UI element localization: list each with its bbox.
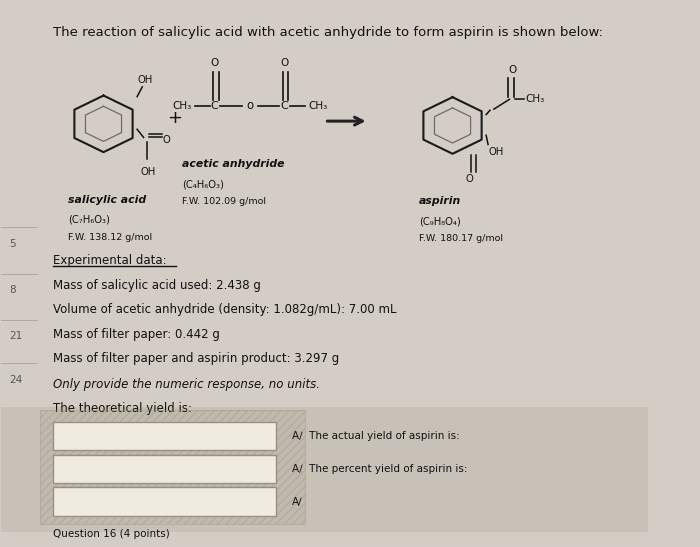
Text: Only provide the numeric response, no units.: Only provide the numeric response, no un…	[53, 378, 320, 391]
Text: OH: OH	[488, 147, 503, 157]
Text: +: +	[167, 109, 182, 127]
Text: (C₇H₆O₃): (C₇H₆O₃)	[68, 215, 110, 225]
Bar	[53, 487, 276, 516]
Text: C: C	[211, 101, 218, 111]
Text: A∕: A∕	[292, 497, 303, 507]
Text: O: O	[281, 58, 288, 68]
Text: CH₃: CH₃	[309, 101, 328, 111]
Text: The reaction of salicylic acid with acetic anhydride to form aspirin is shown be: The reaction of salicylic acid with acet…	[53, 26, 603, 39]
Text: O: O	[508, 65, 517, 75]
Bar	[40, 410, 305, 524]
Bar	[53, 455, 276, 483]
Text: O: O	[211, 58, 219, 68]
Text: The theoretical yield is:: The theoretical yield is:	[53, 403, 192, 416]
Text: salicylic acid: salicylic acid	[68, 195, 146, 205]
Bar	[1, 407, 648, 532]
Text: O: O	[466, 174, 473, 184]
Text: aspirin: aspirin	[419, 196, 461, 206]
Text: Mass of salicylic acid used: 2.438 g: Mass of salicylic acid used: 2.438 g	[53, 279, 261, 292]
Text: (C₄H₆O₃): (C₄H₆O₃)	[183, 179, 224, 189]
Text: Experimental data:: Experimental data:	[53, 254, 167, 267]
Text: CH₃: CH₃	[526, 94, 545, 104]
Text: CH₃: CH₃	[173, 101, 192, 111]
Text: A∕  The percent yield of aspirin is:: A∕ The percent yield of aspirin is:	[292, 464, 468, 474]
Text: Mass of filter paper: 0.442 g: Mass of filter paper: 0.442 g	[53, 328, 220, 341]
Text: OH: OH	[137, 74, 153, 85]
Text: 24: 24	[9, 375, 22, 385]
Text: o: o	[246, 100, 254, 112]
Text: 8: 8	[9, 285, 16, 295]
Bar	[53, 422, 276, 450]
Text: O: O	[163, 135, 171, 145]
Text: 5: 5	[9, 238, 16, 248]
Text: C: C	[281, 101, 288, 111]
Text: (C₉H₈O₄): (C₉H₈O₄)	[419, 217, 461, 226]
Text: A∕  The actual yield of aspirin is:: A∕ The actual yield of aspirin is:	[292, 431, 460, 441]
Text: Mass of filter paper and aspirin product: 3.297 g: Mass of filter paper and aspirin product…	[53, 352, 339, 365]
Bar	[40, 410, 305, 524]
Text: OH: OH	[140, 167, 155, 177]
Text: Volume of acetic anhydride (density: 1.082g/mL): 7.00 mL: Volume of acetic anhydride (density: 1.0…	[53, 304, 397, 316]
Text: Question 16 (4 points): Question 16 (4 points)	[53, 529, 170, 539]
Text: F.W. 138.12 g/mol: F.W. 138.12 g/mol	[68, 232, 152, 242]
Text: acetic anhydride: acetic anhydride	[183, 159, 285, 169]
Text: F.W. 180.17 g/mol: F.W. 180.17 g/mol	[419, 234, 503, 243]
Text: F.W. 102.09 g/mol: F.W. 102.09 g/mol	[183, 197, 267, 206]
Text: 21: 21	[9, 331, 22, 341]
